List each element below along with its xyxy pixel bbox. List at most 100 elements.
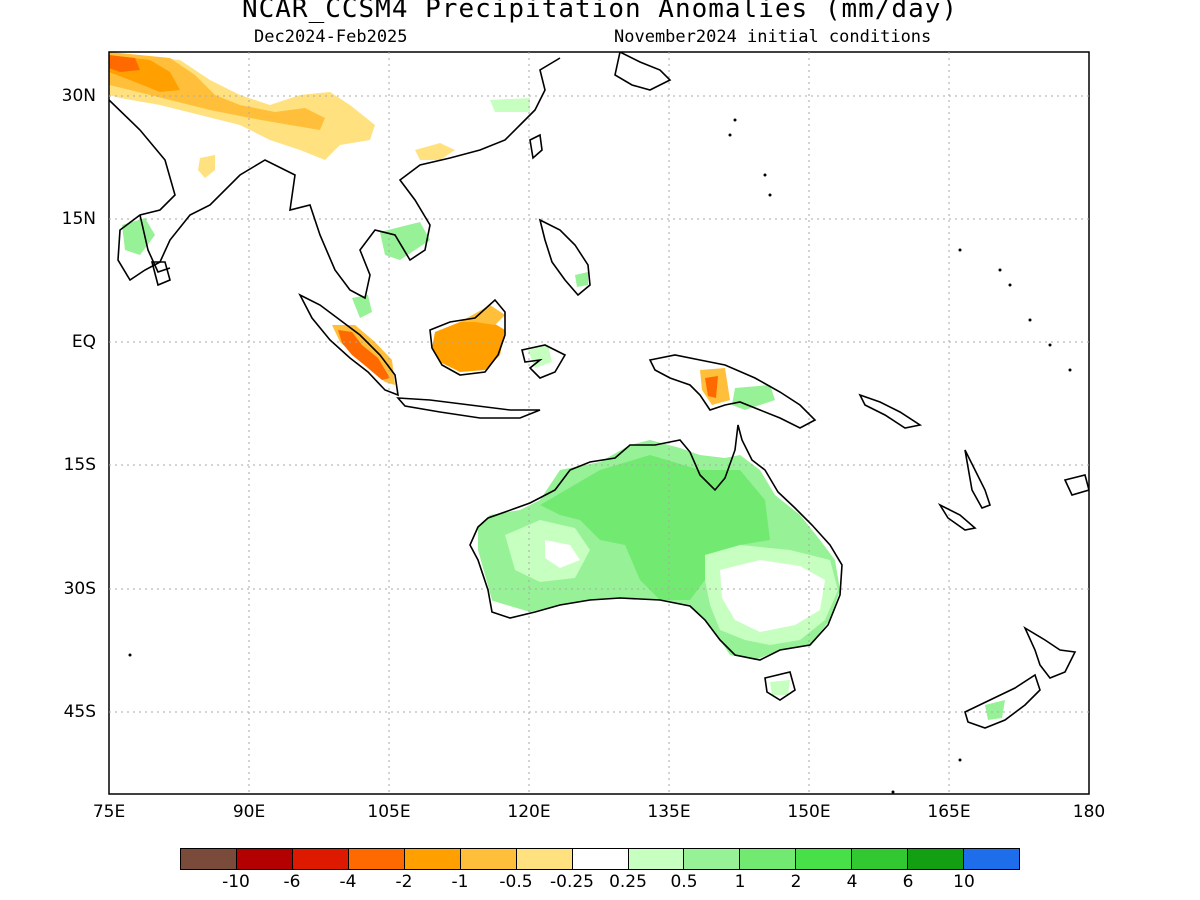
vanuatu-islands (964, 449, 992, 509)
nz-wet (985, 700, 1005, 720)
lat-label-eq: EQ (71, 332, 96, 352)
borneo-dry-light (460, 305, 505, 325)
small-islands (128, 118, 1072, 794)
nz-north-island (1023, 625, 1077, 679)
australia-coast (469, 424, 843, 661)
lon-label-75e: 75E (92, 802, 126, 822)
island (763, 173, 767, 177)
new-caledonia (937, 503, 977, 531)
colorbar-swatch (516, 849, 573, 869)
south-china-dry (415, 143, 455, 160)
colorbar-swatch (236, 849, 293, 869)
fiji-islands (1063, 474, 1089, 496)
forecast-period: Dec2024-Feb2025 (254, 27, 408, 47)
lon-label-180: 180 (1072, 802, 1106, 822)
sulawesi-coast (521, 344, 567, 379)
colorbar-swatch (628, 849, 685, 869)
colorbar-swatch (348, 849, 405, 869)
colorbar (180, 848, 1020, 870)
nz-south-island (964, 673, 1041, 729)
japan-coast (614, 52, 672, 91)
colorbar-swatch (460, 849, 517, 869)
sulawesi-wet (528, 345, 552, 368)
borneo-dry (432, 318, 505, 372)
island (768, 193, 772, 197)
tasmania-wet (770, 680, 790, 695)
australia-neutral-east (720, 560, 825, 632)
solomon-islands (858, 393, 923, 429)
island (733, 118, 737, 122)
island (958, 248, 962, 252)
colorbar-swatch (964, 849, 1020, 869)
plot-frame (108, 51, 1090, 795)
initial-conditions: November2024 initial conditions (614, 27, 932, 47)
colorbar-label: 0.25 (609, 872, 647, 892)
lon-label-105e: 105E (367, 802, 411, 822)
island (728, 133, 732, 137)
island (1008, 283, 1012, 287)
colorbar-label: -0.5 (499, 872, 533, 892)
lat-label-15n: 15N (61, 209, 96, 229)
lat-label-45s: 45S (63, 702, 96, 722)
island (891, 790, 895, 794)
sumatra-coast (298, 293, 399, 397)
new-guinea-dry-strong (705, 376, 718, 398)
colorbar-label: 2 (790, 872, 802, 892)
lat-label-15s: 15S (63, 455, 96, 475)
colorbar-swatch (908, 849, 965, 869)
colorbar-label: 10 (953, 872, 975, 892)
lon-label-90e: 90E (232, 802, 266, 822)
china-wet (490, 98, 530, 112)
sri-lanka-coast (150, 261, 171, 287)
colorbar-label: -2 (395, 872, 413, 892)
anomaly-shading (109, 52, 1005, 720)
colorbar-swatch (292, 849, 349, 869)
new-guinea-coast (648, 354, 817, 429)
colorbar-label: -10 (222, 872, 250, 892)
colorbar-swatch (740, 849, 797, 869)
philippines-coast (538, 218, 591, 297)
lon-label-165e: 165E (927, 802, 971, 822)
map-title: NCAR_CCSM4 Precipitation Anomalies (mm/d… (241, 0, 959, 24)
tasmania-coast (764, 671, 796, 701)
colorbar-swatch (572, 849, 629, 869)
nw-corner-very-dry (109, 55, 140, 72)
island (128, 653, 132, 657)
island (1068, 368, 1072, 372)
australia-southwest-neutral (490, 600, 530, 625)
colorbar-label: -0.25 (550, 872, 594, 892)
australia-neutral-west (545, 540, 580, 568)
colorbar-label: 4 (846, 872, 858, 892)
colorbar-label: 0.5 (670, 872, 698, 892)
island (958, 758, 962, 762)
philippines-wet (575, 272, 588, 287)
borneo-coast (429, 298, 506, 376)
colorbar-swatch (404, 849, 461, 869)
island (1028, 318, 1032, 322)
india-coast (139, 214, 171, 273)
colorbar-swatch (181, 849, 237, 869)
colorbar-swatch (684, 849, 741, 869)
new-guinea-wet (732, 385, 775, 410)
island (998, 268, 1002, 272)
india-dry (198, 155, 215, 178)
lon-label-135e: 135E (647, 802, 691, 822)
lat-label-30s: 30S (63, 579, 96, 599)
lon-label-150e: 150E (787, 802, 831, 822)
colorbar-swatch (796, 849, 853, 869)
coastlines (109, 52, 1089, 729)
mainland-asia-coast (109, 57, 561, 300)
lon-label-120e: 120E (507, 802, 551, 822)
colorbar-label: 1 (734, 872, 746, 892)
java-coast (396, 397, 541, 419)
colorbar-label: -4 (339, 872, 357, 892)
colorbar-swatch (852, 849, 909, 869)
colorbar-label: -1 (451, 872, 469, 892)
colorbar-label: 6 (902, 872, 914, 892)
indochina-wet (380, 222, 430, 260)
island (1048, 343, 1052, 347)
malaya-wet (352, 295, 372, 318)
gridlines (109, 52, 1089, 794)
india-south-wet (122, 218, 155, 255)
